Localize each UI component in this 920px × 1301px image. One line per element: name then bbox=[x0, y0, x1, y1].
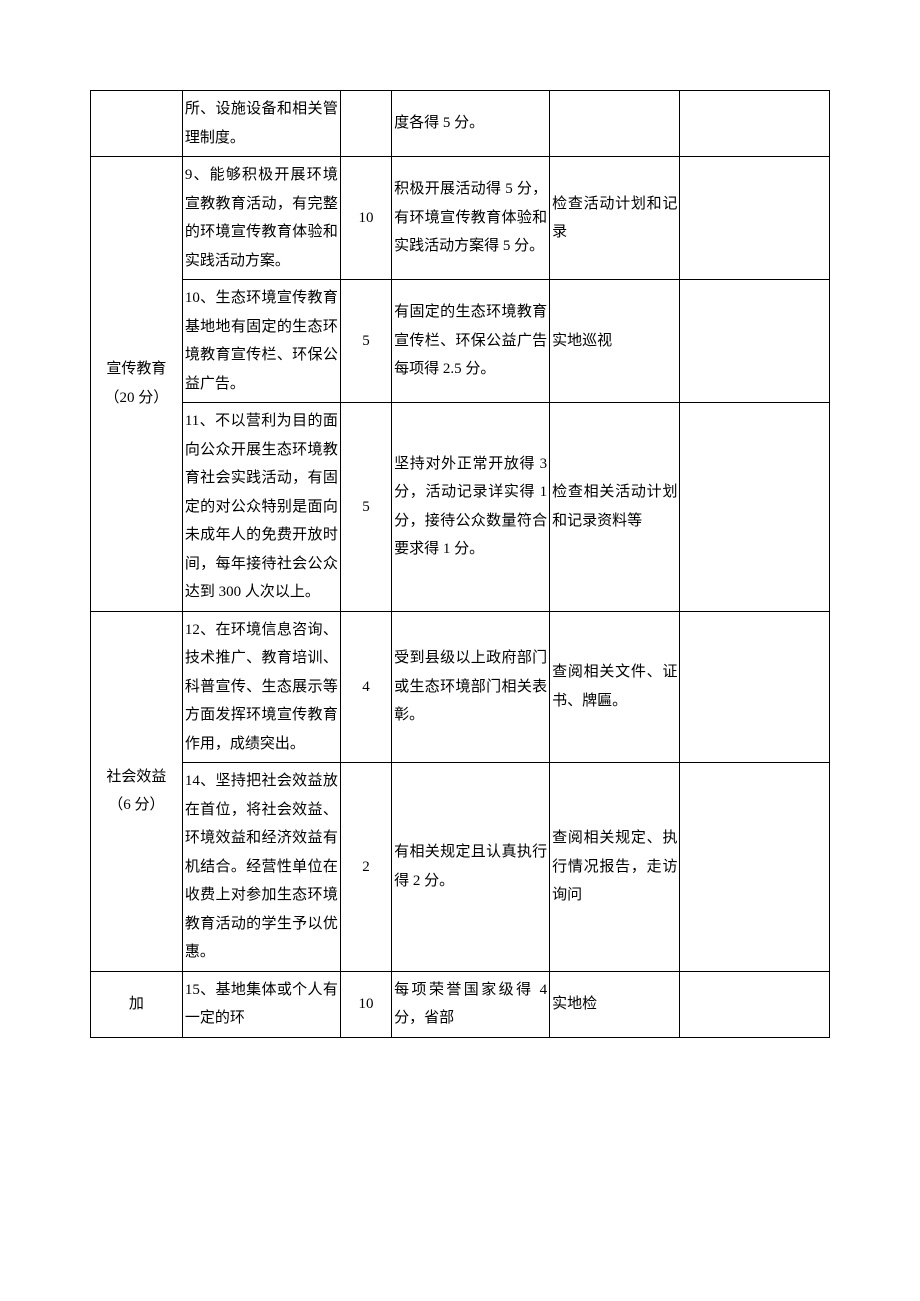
score-cell bbox=[340, 91, 391, 157]
category-cell: 宣传教育（20 分） bbox=[91, 157, 183, 612]
score-cell: 5 bbox=[340, 280, 391, 403]
method-cell: 检查相关活动计划和记录资料等 bbox=[550, 403, 680, 612]
method-cell bbox=[550, 91, 680, 157]
score-cell: 4 bbox=[340, 611, 391, 763]
item-cell: 9、能够积极开展环境宣教教育活动，有完整的环境宣传教育体验和实践活动方案。 bbox=[182, 157, 340, 280]
remark-cell bbox=[680, 611, 830, 763]
rule-cell: 积极开展活动得 5 分，有环境宣传教育体验和实践活动方案得 5 分。 bbox=[392, 157, 550, 280]
score-cell: 10 bbox=[340, 971, 391, 1037]
item-cell: 14、坚持把社会效益放在首位，将社会效益、环境效益和经济效益有机结合。经营性单位… bbox=[182, 763, 340, 972]
score-cell: 5 bbox=[340, 403, 391, 612]
method-cell: 查阅相关规定、执行情况报告，走访询问 bbox=[550, 763, 680, 972]
rule-cell: 每项荣誉国家级得 4 分，省部 bbox=[392, 971, 550, 1037]
category-cell: 加 bbox=[91, 971, 183, 1037]
category-cell bbox=[91, 91, 183, 157]
table-row: 加15、基地集体或个人有一定的环10每项荣誉国家级得 4 分，省部实地检 bbox=[91, 971, 830, 1037]
table-row: 10、生态环境宣传教育基地地有固定的生态环境教育宣传栏、环保公益广告。5有固定的… bbox=[91, 280, 830, 403]
table-row: 11、不以营利为目的面向公众开展生态环境教育社会实践活动，有固定的对公众特别是面… bbox=[91, 403, 830, 612]
remark-cell bbox=[680, 971, 830, 1037]
item-cell: 所、设施设备和相关管理制度。 bbox=[182, 91, 340, 157]
item-cell: 11、不以营利为目的面向公众开展生态环境教育社会实践活动，有固定的对公众特别是面… bbox=[182, 403, 340, 612]
rule-cell: 度各得 5 分。 bbox=[392, 91, 550, 157]
table-row: 所、设施设备和相关管理制度。度各得 5 分。 bbox=[91, 91, 830, 157]
rule-cell: 坚持对外正常开放得 3 分，活动记录详实得 1 分，接待公众数量符合要求得 1 … bbox=[392, 403, 550, 612]
table-row: 社会效益 （6 分）12、在环境信息咨询、技术推广、教育培训、科普宣传、生态展示… bbox=[91, 611, 830, 763]
rule-cell: 受到县级以上政府部门或生态环境部门相关表彰。 bbox=[392, 611, 550, 763]
method-cell: 查阅相关文件、证书、牌匾。 bbox=[550, 611, 680, 763]
item-cell: 15、基地集体或个人有一定的环 bbox=[182, 971, 340, 1037]
method-cell: 实地检 bbox=[550, 971, 680, 1037]
evaluation-table: 所、设施设备和相关管理制度。度各得 5 分。宣传教育（20 分）9、能够积极开展… bbox=[90, 90, 830, 1038]
table-row: 14、坚持把社会效益放在首位，将社会效益、环境效益和经济效益有机结合。经营性单位… bbox=[91, 763, 830, 972]
remark-cell bbox=[680, 91, 830, 157]
rule-cell: 有相关规定且认真执行得 2 分。 bbox=[392, 763, 550, 972]
remark-cell bbox=[680, 763, 830, 972]
score-cell: 10 bbox=[340, 157, 391, 280]
remark-cell bbox=[680, 157, 830, 280]
method-cell: 实地巡视 bbox=[550, 280, 680, 403]
rule-cell: 有固定的生态环境教育宣传栏、环保公益广告每项得 2.5 分。 bbox=[392, 280, 550, 403]
item-cell: 10、生态环境宣传教育基地地有固定的生态环境教育宣传栏、环保公益广告。 bbox=[182, 280, 340, 403]
item-cell: 12、在环境信息咨询、技术推广、教育培训、科普宣传、生态展示等方面发挥环境宣传教… bbox=[182, 611, 340, 763]
remark-cell bbox=[680, 280, 830, 403]
remark-cell bbox=[680, 403, 830, 612]
method-cell: 检查活动计划和记录 bbox=[550, 157, 680, 280]
table-row: 宣传教育（20 分）9、能够积极开展环境宣教教育活动，有完整的环境宣传教育体验和… bbox=[91, 157, 830, 280]
score-cell: 2 bbox=[340, 763, 391, 972]
category-cell: 社会效益 （6 分） bbox=[91, 611, 183, 971]
